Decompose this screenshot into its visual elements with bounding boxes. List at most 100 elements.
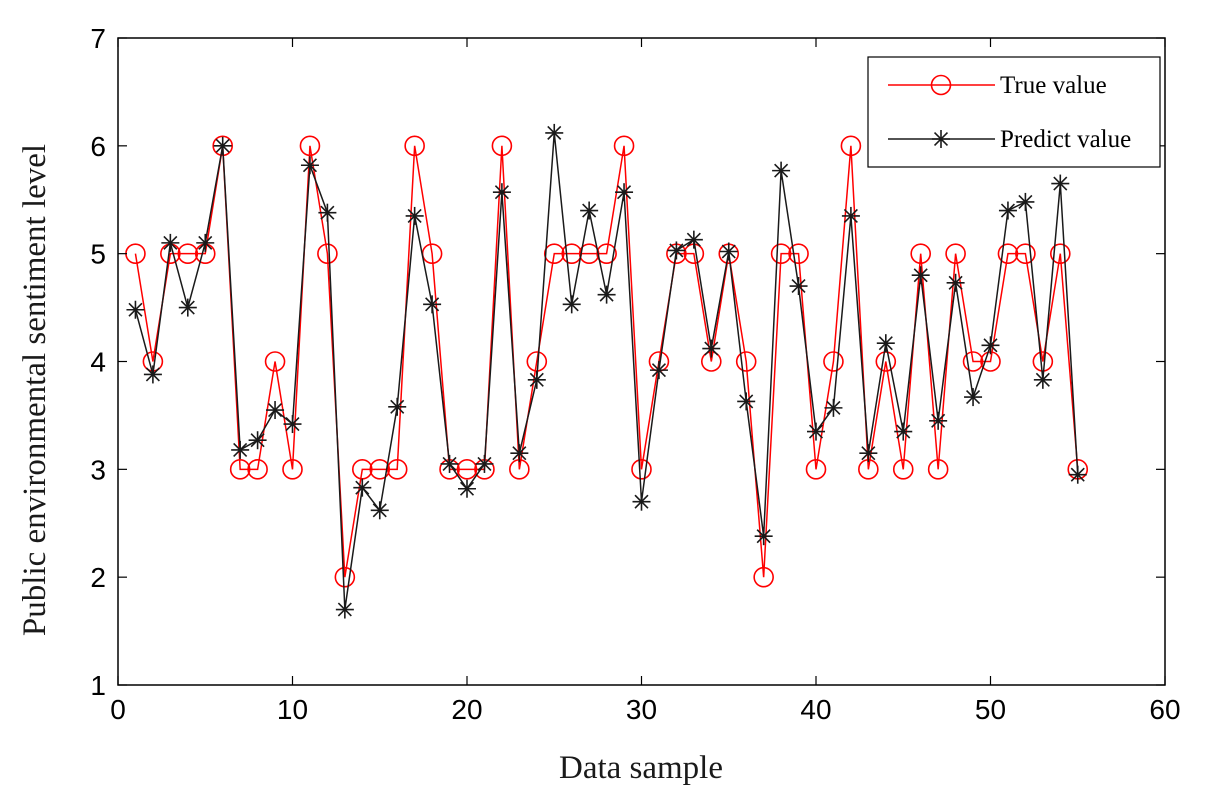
data-point [388,397,407,416]
legend-marker [932,130,950,148]
x-tick-label: 30 [626,694,657,725]
data-point [981,336,1000,355]
data-point [231,440,250,459]
series-true-value [125,135,1089,588]
data-point [143,365,162,384]
legend-marker [930,74,952,96]
y-tick-label: 7 [90,23,106,54]
legend: True value Predict value [867,56,1161,168]
data-point [229,459,251,480]
x-axis: 0 10 20 30 40 50 60 [110,38,1181,725]
data-point [543,243,565,264]
series-layer [125,123,1089,619]
data-point [945,243,966,264]
data-point [962,351,984,372]
data-point [248,431,267,450]
legend-label: Predict value [1000,126,1131,153]
y-tick-label: 5 [90,239,106,270]
data-point [353,478,372,497]
data-point [789,277,808,296]
data-point [737,392,756,411]
data-point [440,454,459,473]
data-point [910,243,932,264]
data-point [1033,370,1052,389]
data-point [929,411,948,430]
data-point [876,334,895,353]
y-tick-label: 3 [90,454,106,485]
y-axis-title: Public environmental sentiment level [17,144,53,636]
data-point [719,242,738,261]
data-point [580,201,599,220]
data-point [423,295,442,314]
data-point [1051,174,1070,193]
x-tick-label: 40 [800,694,831,725]
data-point [911,266,930,285]
data-point [247,459,268,480]
data-point [997,243,1019,264]
legend-label: True value [1000,72,1107,99]
data-point [823,351,844,372]
data-point [491,135,513,157]
legend-item: Predict value [888,126,1131,153]
data-point [824,398,843,417]
data-point [840,135,862,157]
data-point [510,444,529,463]
data-point [754,527,773,546]
data-point [317,243,338,264]
y-tick-label: 6 [90,131,106,162]
data-point [386,459,408,480]
x-tick-label: 20 [451,694,482,725]
data-point [667,241,686,260]
data-point [369,459,391,480]
data-point [772,161,791,180]
data-point [684,230,703,249]
data-point [597,285,616,304]
data-point [753,566,774,588]
data-point [807,422,825,441]
data-point [859,444,878,463]
x-tick-label: 0 [110,694,126,725]
data-point [335,600,354,619]
data-point [300,156,319,175]
data-point [631,459,652,480]
data-point [213,136,232,155]
data-point [282,459,303,480]
y-axis: 1 2 3 4 5 6 7 [90,23,1165,701]
data-point [998,201,1017,220]
data-point [161,233,180,252]
data-point [492,183,511,202]
y-tick-label: 4 [90,347,106,378]
data-point [735,351,757,372]
series-line [134,145,1079,578]
x-axis-title: Data sample [559,750,723,786]
data-point [456,459,478,480]
data-point [527,370,546,389]
data-point [458,479,476,498]
data-point [562,295,581,314]
data-point [177,243,199,264]
data-point [126,300,145,319]
x-tick-label: 60 [1149,694,1180,725]
data-point [266,401,285,420]
data-point [649,361,668,380]
data-point [1068,465,1087,484]
data-point [475,454,494,473]
data-point [613,135,635,157]
data-point [596,243,617,264]
legend-item: True value [888,72,1107,99]
legend-box [867,56,1161,168]
series-predict-value [126,123,1087,619]
data-point [404,135,425,157]
y-tick-label: 2 [90,562,106,593]
data-point [894,422,913,441]
x-tick-label: 50 [975,694,1006,725]
data-point [927,459,949,480]
y-tick-label: 1 [90,670,106,701]
data-point [405,206,424,225]
data-point [1016,192,1035,211]
data-point [178,298,197,317]
data-point [545,123,564,142]
data-point [841,206,860,225]
data-point [964,388,983,407]
